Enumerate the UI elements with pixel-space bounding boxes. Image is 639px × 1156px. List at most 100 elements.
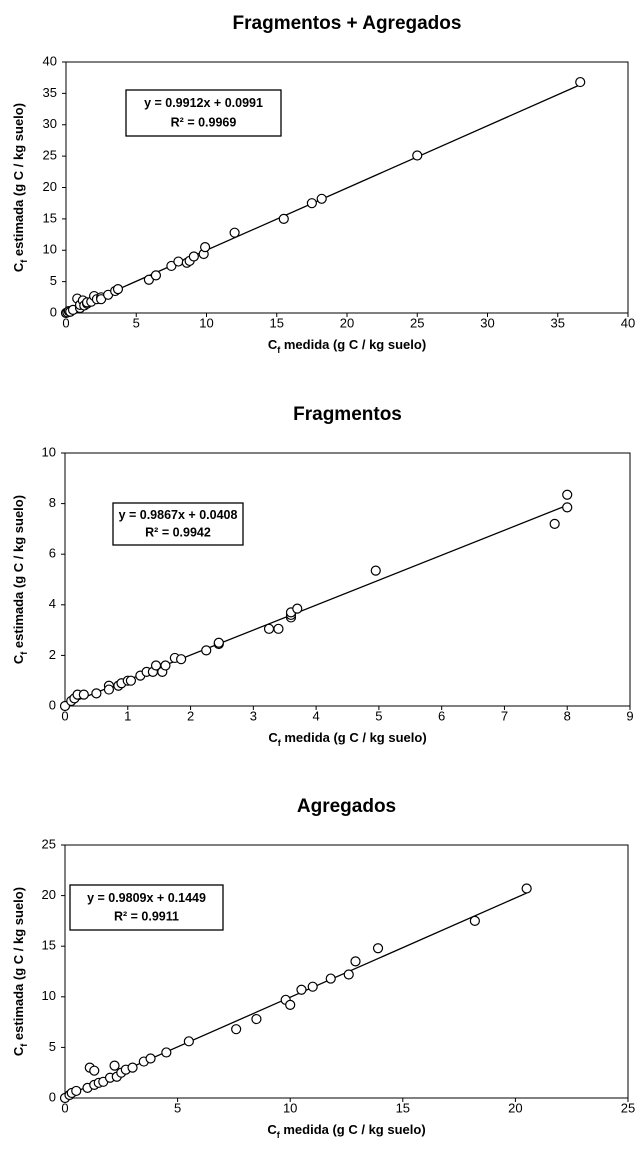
point [176,654,187,665]
point [150,270,162,281]
point [562,502,573,513]
y-axis-label-part: estimada (g C / kg suelo) [11,103,26,260]
point [307,981,318,992]
point [521,883,532,894]
x-tick-label: 40 [621,315,635,330]
point [125,675,137,686]
annotation: y = 0.9867x + 0.0408 [119,508,238,522]
point [469,915,480,927]
y-axis-label: Cf estimada (g C / kg suelo) [11,887,29,1056]
point [161,1047,172,1058]
point [127,1062,138,1073]
x-tick-label: 6 [438,708,445,723]
point [412,150,423,161]
annotation: y = 0.9912x + 0.0991 [144,96,263,110]
point [292,603,303,614]
point [231,1024,242,1035]
y-tick-label: 40 [43,53,57,68]
point [285,999,296,1010]
x-tick-label: 3 [250,708,257,723]
x-tick-label: 15 [396,1100,410,1115]
equation-box [69,884,224,931]
x-axis-label-part: C [267,1122,277,1137]
x-tick-label: 9 [626,708,633,723]
x-axis-label-part: f [278,738,282,748]
y-tick-label: 25 [42,836,56,851]
equation-box [112,502,244,546]
point [103,684,115,695]
y-axis-label-part: estimada (g C / kg suelo) [11,495,26,652]
point [296,984,307,995]
chart-title: Agregados [297,796,396,817]
point [325,973,336,984]
y-axis-label-part: estimada (g C / kg suelo) [11,887,26,1044]
x-tick-label: 30 [480,315,494,330]
x-tick-label: 5 [174,1100,181,1115]
y-axis-label-part: f [19,651,29,655]
y-tick-label: 10 [43,242,57,257]
scatter-chart: Agregados 0 5 10 15 20 25 0 5 10 15 20 25 Cf medida (… [11,796,635,1140]
point [263,623,275,634]
point [91,688,102,699]
y-tick-label: 2 [49,647,56,662]
x-axis-label: Cf medida (g C / kg suelo) [268,337,426,355]
y-tick-label: 20 [43,179,57,194]
annotation: R² = 0.9911 [114,910,179,924]
x-tick-label: 20 [508,1100,522,1115]
x-tick-label: 25 [621,1100,635,1115]
point [71,1085,82,1097]
point [278,213,289,224]
y-tick-label: 5 [50,273,57,288]
chart-title: Fragmentos [293,404,402,425]
y-axis-label: Cf estimada (g C / kg suelo) [11,495,29,664]
point [183,1036,194,1047]
x-axis-label-part: medida (g C / kg suelo) [280,1122,426,1137]
x-axis-label: Cf medida (g C / kg suelo) [267,1122,425,1140]
y-axis-label-part: C [11,654,26,664]
x-axis-label-part: C [268,730,278,745]
point [251,1013,262,1025]
y-tick-label: 20 [42,887,56,902]
y-axis-label-part: C [11,1046,26,1056]
point [370,565,381,576]
y-tick-label: 30 [43,116,57,131]
x-axis-label-part: medida (g C / kg suelo) [280,337,426,352]
point [78,689,89,700]
scatter-chart: Fragmentos 0 1 2 3 4 5 6 7 8 9 0 2 4 6 8 10 Cf medida (g … [11,404,633,748]
point [201,645,212,656]
x-tick-label: 1 [124,708,131,723]
y-tick-label: 25 [43,148,57,163]
x-tick-label: 10 [283,1100,297,1115]
x-tick-label: 7 [501,708,508,723]
x-tick-label: 0 [61,708,68,723]
point [173,256,184,267]
chart-title: Fragmentos + Agregados [233,13,462,34]
x-axis-label: Cf medida (g C / kg suelo) [268,730,426,748]
point [109,1060,120,1071]
y-tick-label: 0 [50,304,57,319]
x-tick-label: 5 [375,708,382,723]
annotation: R² = 0.9942 [145,526,211,540]
point [562,489,573,500]
point [145,1053,156,1064]
y-tick-label: 4 [49,596,56,611]
point [549,518,560,529]
y-tick-label: 15 [43,210,57,225]
equation-box [125,89,282,137]
x-tick-label: 2 [187,708,194,723]
y-axis-label-part: C [11,262,26,272]
point [160,660,171,671]
point [575,76,586,88]
y-tick-label: 0 [49,1089,56,1104]
point [112,284,124,295]
point [199,242,211,253]
y-tick-label: 0 [49,697,56,712]
y-axis-label: Cf estimada (g C / kg suelo) [11,103,29,272]
y-tick-label: 10 [42,444,56,459]
plot-area [64,844,629,1099]
point [372,943,384,954]
x-tick-label: 10 [199,315,213,330]
x-axis-label-part: medida (g C / kg suelo) [281,730,427,745]
